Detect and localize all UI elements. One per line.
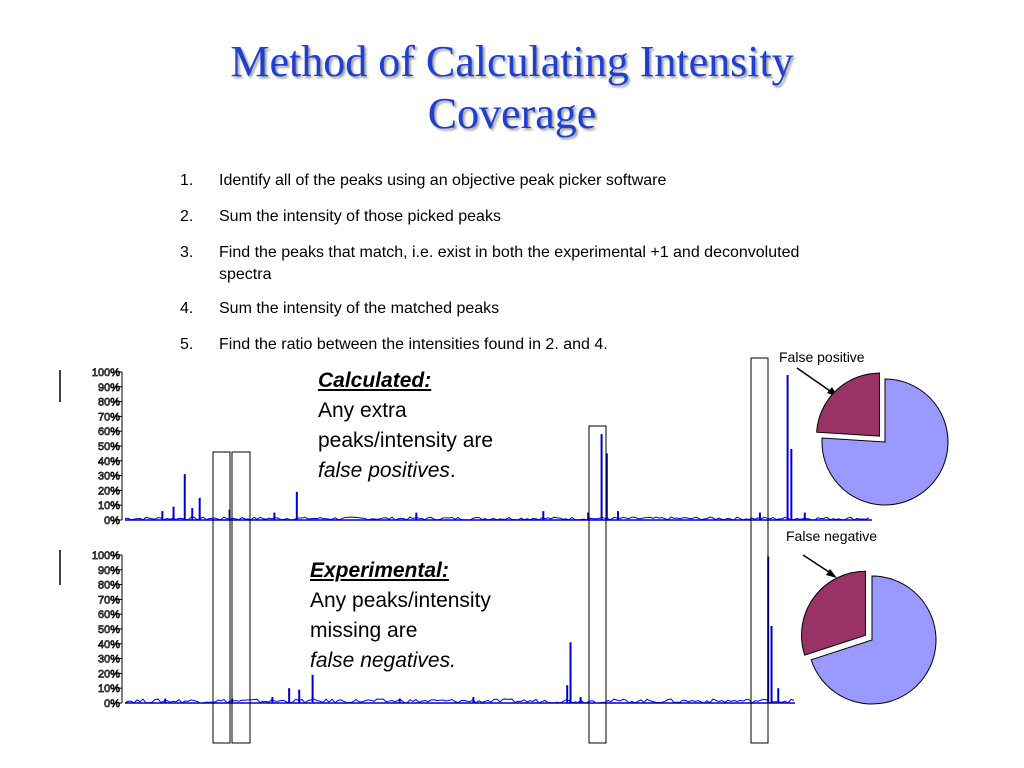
experimental-emphasis: false negatives.: [310, 649, 456, 672]
y-tick-label: 90%: [98, 565, 120, 577]
calculated-line-1: Any extra: [318, 399, 407, 422]
match-box: [588, 425, 607, 744]
spectra-figure: 100% 90% 80% 70% 60% 50% 40% 30% 20% 10% 0% 100% 90%…: [59, 357, 949, 744]
y-tick-label: 40%: [98, 456, 120, 468]
step-number: 4.: [180, 300, 194, 317]
y-tick-label: 60%: [98, 609, 120, 621]
y-tick-label: 60%: [98, 426, 120, 438]
y-tick-label: 80%: [98, 397, 120, 409]
step-text: Sum the intensity of the matched peaks: [219, 300, 500, 317]
y-tick-label: 70%: [98, 411, 120, 423]
false-negative-arrow: [802, 554, 833, 575]
title-line-2: Coverage: [427, 89, 597, 138]
pie-slice: [801, 570, 867, 656]
y-tick-label: 50%: [98, 624, 120, 636]
step-text: Find the ratio between the intensities f…: [219, 336, 608, 353]
pie-slice: [821, 378, 949, 506]
y-tick-label: 100%: [92, 550, 120, 562]
false-negative-label: False negative: [786, 528, 878, 544]
pie-slice: [810, 575, 937, 705]
match-box: [212, 451, 231, 744]
step-item: 3. Find the peaks that match, i.e. exist …: [180, 242, 800, 286]
y-tick-label: 10%: [98, 500, 120, 512]
match-box: [231, 451, 251, 744]
y-tick-label: 20%: [98, 668, 120, 680]
step-number: 2.: [180, 208, 194, 225]
y-tick-label: 80%: [98, 580, 120, 592]
step-number: 1.: [180, 172, 194, 189]
step-item: 4. Sum the intensity of the matched peaks: [180, 298, 800, 320]
y-tick-label: 20%: [98, 485, 120, 497]
experimental-heading: Experimental:: [310, 559, 449, 582]
y-tick-label: 0%: [104, 515, 120, 527]
y-tick-label: 90%: [98, 382, 120, 394]
pie-slice: [816, 372, 881, 437]
experimental-line-2: missing are: [310, 619, 418, 642]
false-positive-label: False positive: [779, 349, 865, 365]
step-item: 2. Sum the intensity of those picked peak…: [180, 206, 800, 228]
experimental-note: Experimental: Any peaks/intensity missin…: [310, 556, 491, 676]
y-tick-label: 30%: [98, 471, 120, 483]
y-tick-label: 70%: [98, 594, 120, 606]
step-text: Find the peaks that match, i.e. exist in…: [219, 244, 800, 283]
y-tick-label: 10%: [98, 683, 120, 695]
calculated-trail: .: [449, 459, 456, 482]
match-box: [750, 357, 769, 744]
calculated-heading: Calculated:: [318, 369, 432, 392]
steps-list: 1. Identify all of the peaks using an obj…: [180, 170, 800, 370]
false-positive-arrow: [796, 367, 834, 394]
title-line-1: Method of Calculating Intensity: [230, 37, 794, 86]
y-tick-label: 50%: [98, 441, 120, 453]
calculated-note: Calculated: Any extra peaks/intensity ar…: [318, 366, 493, 486]
step-text: Identify all of the peaks using an objec…: [219, 172, 667, 189]
step-text: Sum the intensity of those picked peaks: [219, 208, 501, 225]
step-number: 3.: [180, 244, 194, 261]
y-tick-label: 0%: [104, 698, 120, 710]
experimental-line-1: Any peaks/intensity: [310, 589, 491, 612]
calculated-emphasis: false positives: [318, 459, 450, 482]
step-item: 5. Find the ratio between the intensities…: [180, 334, 800, 356]
y-tick-label: 100%: [92, 367, 120, 379]
step-item: 1. Identify all of the peaks using an obj…: [180, 170, 800, 192]
slide-title: Method of Calculating Intensity Coverage: [0, 36, 1024, 140]
y-tick-label: 30%: [98, 654, 120, 666]
calculated-line-2: peaks/intensity are: [318, 429, 494, 452]
y-tick-label: 40%: [98, 639, 120, 651]
arrow-head: [826, 569, 837, 578]
spectrum-baseline: [124, 698, 795, 704]
step-number: 5.: [180, 336, 194, 353]
